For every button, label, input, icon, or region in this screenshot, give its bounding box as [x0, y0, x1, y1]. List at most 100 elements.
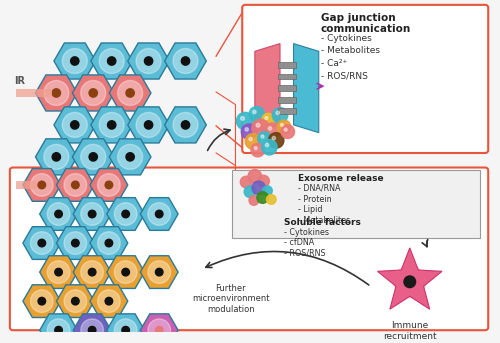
Circle shape [268, 133, 284, 148]
Circle shape [251, 143, 264, 157]
Circle shape [98, 232, 120, 255]
Circle shape [88, 327, 96, 334]
Circle shape [47, 319, 70, 342]
Circle shape [89, 153, 98, 161]
Circle shape [62, 48, 88, 73]
FancyArrow shape [16, 88, 52, 97]
Circle shape [99, 48, 124, 73]
Circle shape [55, 327, 62, 334]
Circle shape [64, 232, 86, 255]
Circle shape [122, 210, 130, 218]
Polygon shape [40, 256, 78, 288]
Text: - Cytokines: - Cytokines [284, 227, 329, 237]
Circle shape [265, 117, 268, 119]
Circle shape [30, 232, 53, 255]
Polygon shape [36, 139, 77, 175]
Circle shape [173, 48, 198, 73]
Circle shape [98, 290, 120, 312]
Circle shape [280, 123, 283, 126]
Polygon shape [56, 169, 94, 201]
Circle shape [88, 268, 96, 276]
Circle shape [245, 128, 248, 131]
Circle shape [252, 181, 266, 194]
Circle shape [30, 174, 53, 196]
Polygon shape [164, 43, 206, 79]
Circle shape [266, 194, 276, 204]
Circle shape [98, 174, 120, 196]
Circle shape [64, 290, 86, 312]
Circle shape [114, 319, 137, 342]
Circle shape [108, 121, 116, 129]
Polygon shape [54, 107, 96, 143]
Circle shape [144, 57, 152, 65]
Polygon shape [90, 285, 128, 318]
Circle shape [249, 137, 252, 141]
Circle shape [72, 181, 79, 189]
Text: - ROS/RNS: - ROS/RNS [284, 249, 326, 258]
Circle shape [249, 107, 264, 122]
Circle shape [258, 132, 272, 145]
Circle shape [72, 297, 79, 305]
Bar [278, 85, 295, 91]
Circle shape [126, 89, 134, 97]
Circle shape [156, 268, 163, 276]
Text: - Metabolites: - Metabolites [320, 47, 380, 56]
Circle shape [262, 186, 272, 196]
Circle shape [118, 81, 142, 105]
Circle shape [44, 81, 69, 105]
Text: IR: IR [14, 76, 24, 86]
Circle shape [182, 57, 190, 65]
Polygon shape [140, 198, 178, 230]
Polygon shape [91, 43, 132, 79]
Circle shape [55, 210, 62, 218]
Circle shape [47, 261, 70, 283]
Circle shape [254, 146, 257, 150]
Polygon shape [90, 169, 128, 201]
Polygon shape [90, 227, 128, 259]
Polygon shape [23, 169, 60, 201]
Circle shape [242, 124, 257, 140]
Circle shape [281, 125, 294, 139]
FancyArrow shape [16, 181, 37, 189]
Circle shape [105, 297, 112, 305]
Polygon shape [140, 314, 178, 343]
Circle shape [249, 196, 258, 205]
Circle shape [55, 268, 62, 276]
Polygon shape [107, 256, 144, 288]
Circle shape [52, 153, 60, 161]
Circle shape [70, 57, 79, 65]
Text: Immune
recruitment: Immune recruitment [383, 320, 436, 341]
Polygon shape [107, 314, 144, 343]
FancyBboxPatch shape [232, 170, 480, 238]
FancyBboxPatch shape [242, 5, 488, 153]
Circle shape [156, 210, 163, 218]
Bar [278, 74, 295, 79]
Circle shape [182, 121, 190, 129]
Text: Gap junction
communication: Gap junction communication [320, 13, 411, 34]
Polygon shape [73, 198, 111, 230]
Text: - DNA/RNA: - DNA/RNA [298, 184, 341, 193]
Text: - Metabolites: - Metabolites [298, 216, 350, 225]
Circle shape [72, 239, 79, 247]
Circle shape [284, 128, 287, 131]
Circle shape [88, 210, 96, 218]
Circle shape [272, 137, 276, 140]
Bar [278, 62, 295, 68]
Text: - cfDNA: - cfDNA [284, 238, 314, 247]
Circle shape [52, 89, 60, 97]
Circle shape [81, 261, 104, 283]
Polygon shape [110, 75, 151, 111]
Polygon shape [54, 43, 96, 79]
Circle shape [118, 144, 142, 169]
Polygon shape [128, 107, 170, 143]
Circle shape [276, 111, 280, 115]
Circle shape [245, 134, 260, 149]
Circle shape [105, 239, 112, 247]
Circle shape [38, 239, 46, 247]
Circle shape [262, 140, 277, 155]
Polygon shape [294, 44, 319, 133]
Circle shape [47, 203, 70, 225]
Circle shape [114, 261, 137, 283]
Polygon shape [91, 107, 132, 143]
Text: Further
microenvironment
modulation: Further microenvironment modulation [192, 284, 270, 314]
